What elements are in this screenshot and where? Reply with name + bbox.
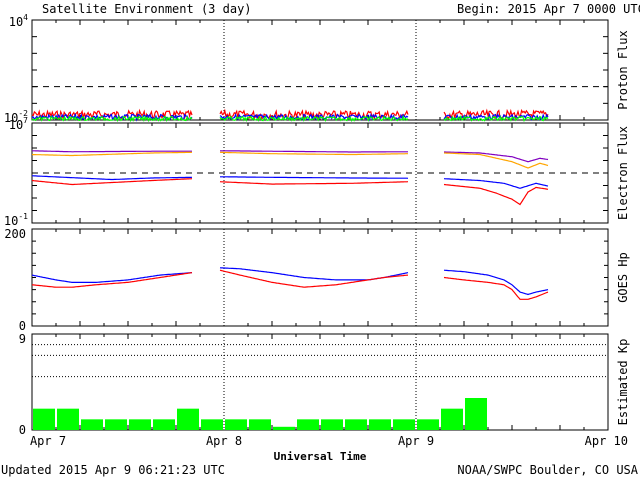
series-line-purple [444, 151, 549, 163]
kp-bar [33, 408, 55, 430]
series-line-red [219, 269, 409, 288]
y-tick-label: 200 [4, 227, 26, 241]
panel-frame [31, 333, 609, 431]
y-tick-label: 10-1 [4, 212, 28, 228]
kp-bar [177, 408, 199, 430]
y-tick-label: 0 [19, 319, 26, 333]
series-line-red [31, 178, 193, 186]
series-line-blue [32, 175, 193, 181]
series-line-red [219, 181, 409, 185]
series-line-blue [443, 178, 549, 189]
updated-timestamp: Updated 2015 Apr 9 06:21:23 UTC [1, 463, 225, 477]
series-line-blue [220, 176, 409, 179]
x-tick-label: Apr 7 [30, 434, 66, 448]
x-tick-label: Apr 9 [398, 434, 434, 448]
series-line-purple [32, 150, 192, 153]
series-line-red [31, 108, 193, 121]
kp-bar [417, 419, 439, 430]
panel-frame [31, 228, 609, 327]
kp-bar [273, 426, 295, 430]
kp-bar [153, 419, 175, 430]
kp-bar [297, 419, 319, 430]
x-axis-title: Universal Time [274, 450, 367, 463]
y-tick-label: 107 [9, 116, 28, 132]
begin-date-label: Begin: 2015 Apr 7 0000 UTC [457, 2, 640, 16]
y-axis-label: Proton Flux [616, 30, 630, 109]
kp-bar [201, 419, 223, 430]
series-line-blue [443, 269, 549, 296]
x-tick-label: Apr 8 [206, 434, 242, 448]
panel-1: 104 10-2 Proton Flux [4, 13, 630, 125]
y-tick-label: 9 [19, 332, 26, 346]
y-tick-label: 0 [19, 423, 26, 437]
kp-bar [369, 419, 391, 430]
kp-bar [249, 419, 271, 430]
plot-title: Satellite Environment (3 day) [42, 2, 252, 16]
series-line-green [31, 115, 193, 123]
kp-bar [345, 419, 367, 430]
series-line-blue [31, 272, 193, 283]
kp-bar [105, 419, 127, 430]
panel-2: 107 10-1 Electron Flux [4, 116, 630, 228]
series-line-red [443, 183, 549, 206]
x-tick-label: Apr 10 [585, 434, 628, 448]
panel-frame [31, 19, 609, 121]
kp-bar [465, 398, 487, 430]
kp-bar [81, 419, 103, 430]
series-line-orange [31, 151, 193, 157]
series-line-red [443, 276, 549, 300]
series-line-red [31, 272, 193, 288]
kp-bar [129, 419, 151, 430]
series-line-blue [31, 112, 193, 122]
panel-3: 200 0 GOES Hp [4, 227, 630, 333]
panel-4: 9 0 Estimated Kp [19, 332, 630, 437]
y-axis-label: Electron Flux [616, 126, 630, 220]
kp-bar [441, 408, 463, 430]
series-line-green [443, 115, 549, 122]
series-line-green [219, 115, 409, 122]
series-line-purple [220, 150, 408, 153]
kp-bar [321, 419, 343, 430]
y-axis-label: Estimated Kp [616, 339, 630, 426]
kp-bar [393, 419, 415, 430]
kp-bar [225, 419, 247, 430]
series-line-orange [444, 152, 549, 169]
y-tick-label: 10-2 [4, 109, 28, 125]
kp-bar [57, 408, 79, 430]
y-axis-label: GOES Hp [616, 252, 630, 303]
y-tick-label: 104 [9, 13, 28, 29]
series-line-orange [219, 151, 408, 156]
source-credit: NOAA/SWPC Boulder, CO USA [457, 463, 638, 477]
